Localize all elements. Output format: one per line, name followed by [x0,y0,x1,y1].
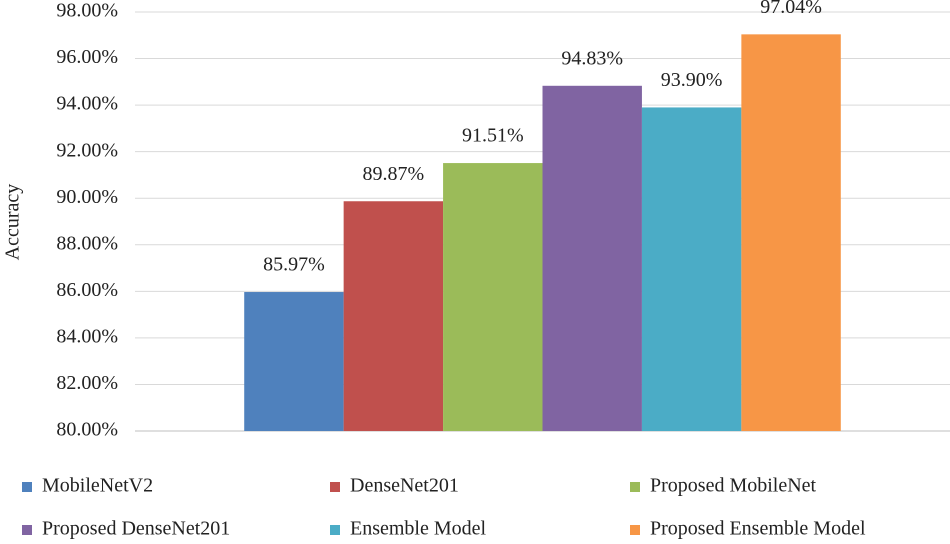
legend-label: MobileNetV2 [42,475,153,497]
bar [542,85,642,431]
data-label: 93.90% [661,69,723,91]
y-tick-label: 96.00% [56,46,118,68]
data-label: 97.04% [760,0,822,18]
y-tick-label: 94.00% [56,93,118,115]
legend-swatch [630,482,640,492]
y-tick-label: 82.00% [56,372,118,394]
y-tick-label: 90.00% [56,186,118,208]
legend-swatch [22,482,32,492]
data-label: 91.51% [462,125,524,147]
legend-label: Proposed DenseNet201 [42,518,230,540]
legend-swatch [330,525,340,535]
y-tick-label: 88.00% [56,232,118,254]
legend-label: Ensemble Model [350,518,487,540]
y-tick-label: 92.00% [56,139,118,161]
bar [641,107,742,431]
y-tick-label: 84.00% [56,325,118,347]
legend-swatch [630,525,640,535]
y-axis-title: Accuracy [2,184,24,261]
data-label: 89.87% [363,163,425,185]
legend-swatch [330,482,340,492]
data-label: 94.83% [561,47,623,69]
data-label: 85.97% [263,254,325,276]
y-tick-label: 98.00% [56,0,118,22]
legend-label: Proposed Ensemble Model [650,518,866,540]
y-tick-label: 86.00% [56,279,118,301]
legend-label: DenseNet201 [350,475,459,497]
bar [343,201,444,431]
bar [443,163,543,431]
y-tick-label: 80.00% [56,419,118,441]
legend-label: Proposed MobileNet [650,475,817,497]
legend-swatch [22,525,32,535]
bar [741,34,841,431]
bar [244,292,344,431]
